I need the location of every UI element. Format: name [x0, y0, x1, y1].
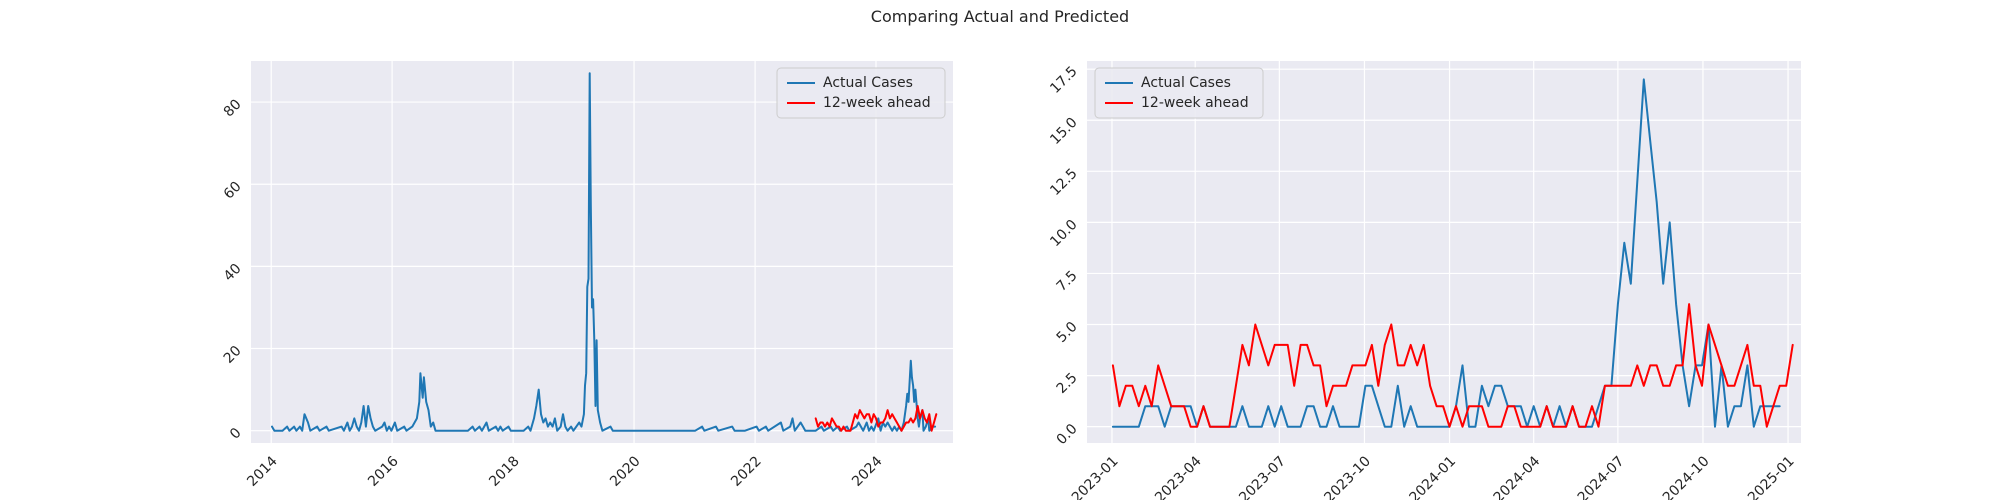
plot2-x-tick-label: 2023-07 [1236, 453, 1289, 500]
plot1-x-tick-label: 2016 [365, 453, 402, 490]
plot2-y-tick-label: 12.5 [1047, 166, 1080, 199]
plot2-x-tick-label: 2025-01 [1745, 453, 1798, 500]
plot2-legend-label: 12-week ahead [1141, 95, 1249, 111]
plot2-y-tick-label: 2.5 [1054, 370, 1081, 397]
plot2-legend-label: Actual Cases [1141, 75, 1231, 91]
plot2-legend [1094, 67, 1264, 119]
plot1-legend [776, 67, 946, 119]
plot1-y-tick-label: 80 [221, 96, 245, 120]
plot1-y-tick-label: 0 [227, 425, 245, 443]
plot2-x-tick-label: 2023-10 [1321, 453, 1374, 500]
plot2-series-12-week-ahead-line [1111, 303, 1794, 428]
plot2-x-tick-label: 2024-07 [1575, 453, 1628, 500]
plot1-x-tick-label: 2024 [849, 453, 886, 490]
plot1-area [251, 61, 953, 443]
plot2-x-tick-label: 2024-01 [1406, 453, 1459, 500]
plot2-x-tick-label: 2024-10 [1660, 453, 1713, 500]
plot2-x-tick-label: 2024-04 [1491, 453, 1544, 500]
plot2-y-tick-label: 17.5 [1047, 64, 1080, 97]
plot2-y-tick-label: 10.0 [1047, 217, 1080, 250]
plot2-y-tick-label: 5.0 [1054, 319, 1081, 346]
plot1-x-tick-label: 2014 [244, 453, 281, 490]
plot2-area [1087, 61, 1801, 443]
plot2-y-tick-label: 15.0 [1047, 115, 1080, 148]
figure-title: Comparing Actual and Predicted [870, 7, 1130, 26]
plot1-y-tick-label: 60 [221, 179, 245, 203]
plot1-x-tick-label: 2018 [486, 453, 523, 490]
plot2-y-tick-label: 7.5 [1054, 268, 1081, 295]
plot1-x-tick-label: 2022 [728, 453, 765, 490]
plot1-legend-label: Actual Cases [823, 75, 913, 91]
plot2-x-tick-label: 2023-01 [1069, 453, 1122, 500]
plot2-x-tick-label: 2023-04 [1152, 453, 1205, 500]
plot1-legend-label: 12-week ahead [823, 95, 931, 111]
plot2-y-tick-label: 0.0 [1054, 421, 1081, 448]
plot1-y-tick-label: 20 [221, 343, 245, 367]
plot1-x-tick-label: 2020 [607, 453, 644, 490]
plot1-series-12-week-ahead-line [814, 405, 938, 432]
plot1-y-tick-label: 40 [221, 261, 245, 285]
